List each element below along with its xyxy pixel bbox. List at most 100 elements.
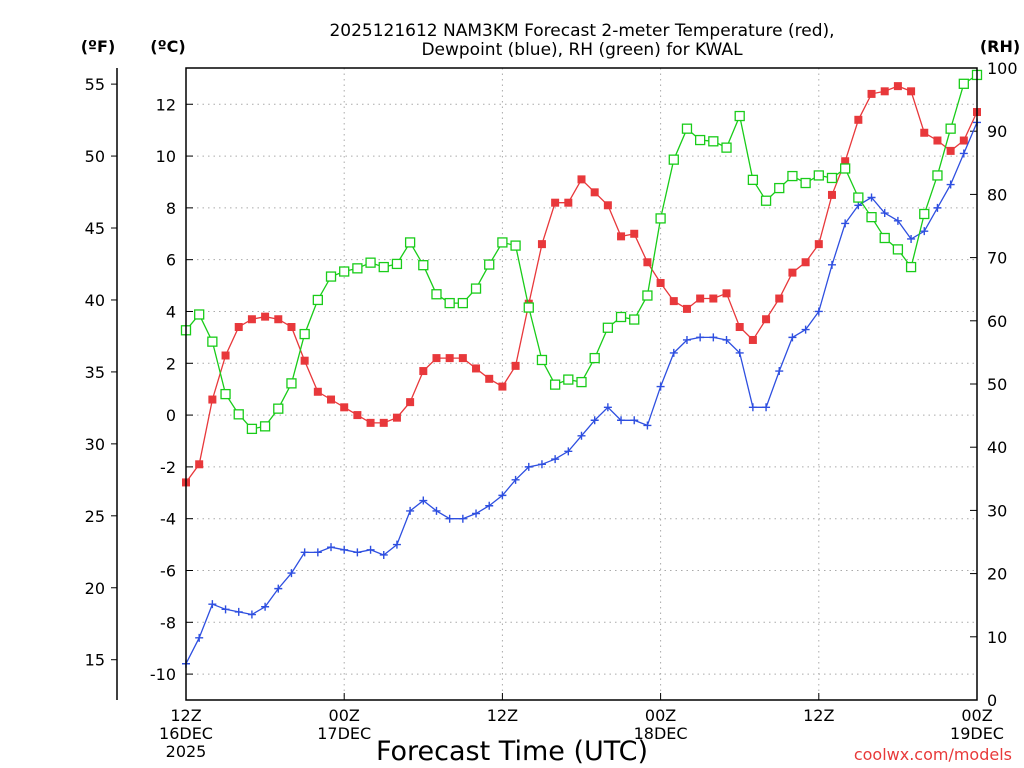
rh-point bbox=[734, 110, 745, 122]
dewpoint-point bbox=[907, 234, 916, 243]
rh-point bbox=[615, 311, 627, 323]
dewpoint-point bbox=[353, 548, 362, 557]
rh-point bbox=[642, 290, 653, 301]
dewpoint-point bbox=[748, 403, 757, 412]
rh-point bbox=[391, 258, 403, 270]
temperature-point bbox=[907, 87, 916, 96]
fahrenheit-tick-label: 15 bbox=[85, 651, 105, 670]
rh-tick-label: 20 bbox=[987, 565, 1007, 584]
dewpoint-point bbox=[709, 333, 718, 342]
x-tick-label: 18DEC bbox=[634, 724, 688, 743]
rh-point bbox=[273, 403, 284, 414]
dewpoint-point bbox=[933, 203, 942, 212]
temperature-point bbox=[419, 367, 428, 376]
rh-point bbox=[945, 123, 956, 134]
rh-point bbox=[668, 154, 679, 165]
dewpoint-point bbox=[617, 416, 626, 425]
watermark: coolwx.com/models bbox=[854, 745, 1012, 764]
temperature-point bbox=[353, 411, 362, 420]
rh-point bbox=[339, 266, 350, 277]
dewpoint-point bbox=[762, 403, 771, 412]
series-dewpoint bbox=[182, 118, 981, 668]
rh-point bbox=[721, 142, 732, 153]
dewpoint-point bbox=[419, 496, 428, 505]
rh-line bbox=[185, 74, 978, 430]
unit-celsius-label: (ºC) bbox=[150, 37, 185, 56]
fahrenheit-tick-label: 30 bbox=[85, 435, 105, 454]
fahrenheit-tick-label: 45 bbox=[85, 219, 105, 238]
celsius-tick-label: -2 bbox=[160, 458, 176, 477]
rh-point bbox=[325, 271, 337, 282]
rh-point bbox=[404, 237, 416, 248]
dewpoint-point bbox=[735, 348, 744, 357]
temperature-point bbox=[762, 315, 771, 324]
rh-point bbox=[747, 174, 759, 186]
rh-point bbox=[774, 182, 785, 194]
temperature-point bbox=[722, 289, 731, 298]
temperature-point bbox=[498, 382, 507, 391]
rh-point bbox=[879, 232, 890, 244]
rh-tick-label: 0 bbox=[987, 691, 997, 710]
rh-point bbox=[563, 374, 574, 385]
temperature-point bbox=[485, 374, 494, 383]
temperature-point bbox=[327, 395, 336, 404]
celsius-tick-label: -4 bbox=[160, 510, 176, 529]
temperature-point bbox=[603, 201, 612, 210]
temperature-point bbox=[682, 304, 691, 313]
dewpoint-point bbox=[195, 633, 204, 642]
x-tick-label: 00Z bbox=[645, 706, 676, 725]
rh-point bbox=[932, 170, 943, 181]
temperature-point bbox=[946, 146, 955, 155]
temperature-point bbox=[643, 258, 652, 267]
dewpoint-point bbox=[669, 348, 678, 357]
plot-frame bbox=[185, 67, 978, 701]
temperature-point bbox=[208, 395, 217, 404]
x-tick-label: 19DEC bbox=[950, 724, 1004, 743]
temperature-line bbox=[185, 85, 978, 483]
rh-point bbox=[194, 309, 205, 320]
rh-point bbox=[840, 163, 851, 174]
dewpoint-point bbox=[920, 227, 929, 236]
rh-point bbox=[589, 352, 600, 364]
rh-tick-label: 40 bbox=[987, 438, 1007, 457]
temperature-point bbox=[617, 232, 626, 241]
rh-point bbox=[378, 261, 389, 273]
dewpoint-point bbox=[511, 475, 520, 484]
temperature-point bbox=[841, 157, 850, 166]
fahrenheit-tick-label: 20 bbox=[85, 579, 105, 598]
x-tick-label: 17DEC bbox=[317, 724, 371, 743]
rh-point bbox=[826, 172, 838, 184]
x-tick-label: 12Z bbox=[170, 706, 201, 725]
celsius-tick-label: -8 bbox=[160, 613, 176, 632]
rh-point bbox=[576, 376, 587, 388]
dewpoint-point bbox=[221, 605, 230, 614]
temperature-point bbox=[669, 297, 678, 306]
rh-tick-label: 100 bbox=[987, 59, 1018, 78]
dewpoint-point bbox=[841, 219, 850, 228]
rh-point bbox=[787, 170, 798, 182]
dewpoint-point bbox=[814, 307, 823, 316]
temperature-point bbox=[775, 294, 784, 303]
rh-point bbox=[233, 409, 244, 420]
x-tick-label: 12Z bbox=[803, 706, 834, 725]
temperature-point bbox=[933, 136, 942, 145]
rh-point bbox=[286, 378, 297, 389]
fahrenheit-tick-label: 55 bbox=[85, 75, 105, 94]
rh-point bbox=[510, 240, 521, 251]
temperature-point bbox=[472, 364, 481, 373]
dewpoint-point bbox=[300, 548, 309, 557]
rh-point bbox=[365, 257, 376, 268]
rh-point bbox=[919, 208, 930, 220]
dewpoint-point bbox=[261, 602, 270, 611]
celsius-tick-label: 10 bbox=[156, 147, 176, 166]
rh-point bbox=[800, 177, 811, 189]
temperature-point bbox=[827, 190, 836, 199]
rh-point bbox=[497, 237, 508, 248]
dewpoint-point bbox=[564, 447, 573, 456]
x-tick-label: 16DEC bbox=[159, 724, 213, 743]
rh-tick-label: 60 bbox=[987, 312, 1007, 331]
dewpoint-point bbox=[537, 460, 546, 469]
temperature-point bbox=[564, 198, 573, 207]
rh-point bbox=[259, 421, 271, 432]
